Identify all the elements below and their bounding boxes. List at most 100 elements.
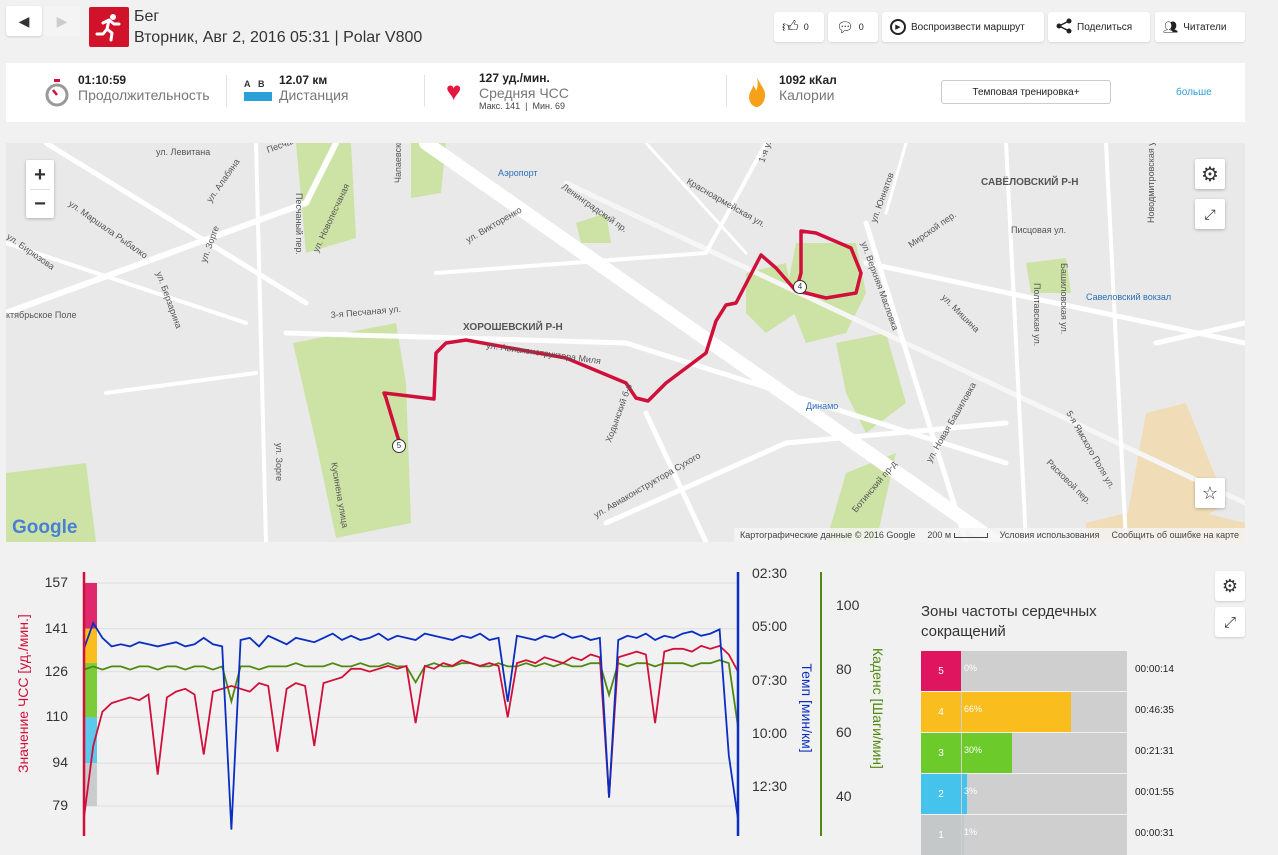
zones-fullscreen-button[interactable]: ⤢ — [1215, 607, 1245, 637]
like-button[interactable]: 👍︎ 0 — [774, 12, 824, 42]
arrow-left-icon: ◀ — [18, 12, 30, 29]
hr-zone-row: 2 3% 00:01:55 — [921, 774, 1174, 814]
duration-value: 01:10:59 — [78, 73, 127, 87]
map-label: Динамо — [806, 401, 838, 411]
zone-time: 00:21:31 — [1135, 746, 1174, 757]
hr-zone-band — [85, 717, 97, 764]
hr-axis-label: Значение ЧСС [уд./мин.] — [15, 614, 31, 773]
pace-axis-label: Темп [мин/км] — [799, 663, 815, 753]
next-button[interactable]: ▶ — [44, 6, 80, 36]
google-logo: Google — [12, 517, 78, 538]
map-label: ктябрьское Поле — [6, 310, 76, 320]
map-settings-button[interactable]: ⚙ — [1195, 159, 1225, 189]
arrow-right-icon: ▶ — [56, 12, 68, 29]
roads — [6, 143, 1245, 542]
stopwatch-icon — [44, 79, 70, 112]
hr-tick-label: 157 — [44, 574, 68, 590]
zone-percent: 1% — [964, 827, 978, 837]
cadence-series-line — [83, 659, 739, 727]
parks — [6, 143, 1245, 542]
hr-tick-label: 79 — [52, 797, 68, 813]
distance-label: Дистанция — [279, 87, 349, 103]
hr-zone-row: 1 1% 00:00:31 — [921, 815, 1174, 855]
flame-icon — [748, 77, 766, 112]
pace-tick-label: 05:00 — [752, 618, 788, 635]
map-label: ул. Маршала Рыбалко — [67, 198, 150, 260]
hr-zone-band — [85, 763, 97, 806]
map-label: Красноармейская ул. — [685, 176, 767, 229]
zones-settings-button[interactable]: ⚙ — [1215, 571, 1245, 601]
zone-number: 3 — [921, 733, 961, 773]
map-label: Чапаевский пер. — [393, 143, 403, 183]
hr-zone-row: 5 0% 00:00:14 — [921, 651, 1174, 691]
share-button[interactable]: Поделиться — [1048, 12, 1150, 42]
expand-icon: ⤢ — [1223, 613, 1236, 631]
map-scale: 200 м — [927, 530, 988, 540]
gear-icon: ⚙ — [1221, 575, 1239, 596]
distance-icon: A B — [244, 79, 272, 101]
more-link[interactable]: больше — [1176, 87, 1212, 98]
cadence-tick-label: 40 — [836, 787, 852, 804]
map-label: Башиловская ул. — [1059, 263, 1069, 334]
zone-time: 00:01:55 — [1135, 787, 1174, 798]
sport-title: Бег — [134, 8, 160, 25]
previous-button[interactable]: ◀ — [6, 6, 42, 36]
terms-link[interactable]: Условия использования — [999, 530, 1100, 540]
comment-button[interactable]: 💬︎ 0 — [828, 12, 878, 42]
zone-percent: 66% — [964, 704, 983, 714]
map-fullscreen-button[interactable]: ⤢ — [1195, 199, 1225, 229]
zone-bar — [962, 733, 1012, 773]
map-label: САВЁЛОВСКИЙ Р-Н — [981, 175, 1078, 188]
zone-number: 2 — [921, 774, 961, 814]
share-icon — [1056, 18, 1072, 37]
hr-tick-label: 126 — [44, 662, 68, 679]
zone-bar — [962, 815, 964, 855]
followers-button[interactable]: 👥︎ Читатели — [1155, 12, 1245, 42]
hr-tick-label: 94 — [52, 754, 68, 771]
hr-zone-row: 3 30% 00:21:31 — [921, 733, 1174, 773]
map-favorite-button[interactable]: ☆ — [1195, 478, 1225, 508]
heart-icon: ♥ — [446, 76, 462, 106]
like-count: 0 — [803, 22, 809, 32]
zone-number: 4 — [921, 692, 961, 732]
map-label: ул. Зорге — [274, 443, 284, 481]
thumbs-up-icon: 👍︎ — [782, 18, 799, 36]
zone-percent: 30% — [964, 745, 983, 755]
cadence-tick-label: 100 — [836, 597, 860, 613]
zone-percent: 0% — [964, 663, 978, 673]
hr-zone-band — [85, 628, 97, 664]
gear-icon: ⚙ — [1201, 163, 1219, 186]
hr-series-line — [83, 644, 739, 818]
zoom-control: + − — [26, 160, 54, 218]
avg-hr-value: 127 уд./мин. — [479, 71, 550, 85]
map-label: ул. Алабяна — [204, 157, 241, 204]
training-type-button[interactable]: Темповая тренировка+ — [941, 80, 1111, 104]
pace-tick-label: 07:30 — [752, 671, 788, 688]
map-label: 1-я ул. 8 Марта — [756, 143, 787, 164]
lap-marker-4[interactable]: 4 — [793, 280, 807, 294]
cadence-tick-label: 60 — [836, 724, 852, 741]
zone-bar — [962, 774, 967, 814]
zone-number: 5 — [921, 651, 961, 691]
report-error-link[interactable]: Сообщить об ошибке на карте — [1111, 530, 1239, 540]
distance-value: 12.07 км — [279, 73, 328, 87]
zoom-out-button[interactable]: − — [30, 189, 50, 217]
pace-tick-label: 10:00 — [752, 724, 788, 741]
performance-chart[interactable]: 157 141 126 110 94 79 02:30 05:00 07:30 10:00 12:3… — [0, 560, 900, 836]
hr-tick-label: 110 — [45, 708, 68, 725]
replay-route-button[interactable]: ▶ Воспроизвести маршрут — [882, 12, 1044, 42]
zone-time: 00:00:14 — [1135, 664, 1174, 675]
comment-count: 0 — [858, 22, 864, 32]
zoom-in-button[interactable]: + — [34, 164, 46, 186]
map-label: Песчаный пер. — [294, 193, 304, 255]
map-label: Аэропорт — [498, 168, 538, 178]
map-label: Писцовая ул. — [1011, 225, 1066, 235]
star-icon: ☆ — [1201, 482, 1219, 503]
hr-tick-label: 141 — [44, 619, 68, 636]
map-data-credit: Картографические данные © 2016 Google — [740, 530, 916, 540]
running-icon — [89, 7, 129, 47]
lap-marker-5[interactable]: 5 — [392, 439, 406, 453]
avg-hr-label: Средняя ЧСС — [479, 85, 569, 101]
